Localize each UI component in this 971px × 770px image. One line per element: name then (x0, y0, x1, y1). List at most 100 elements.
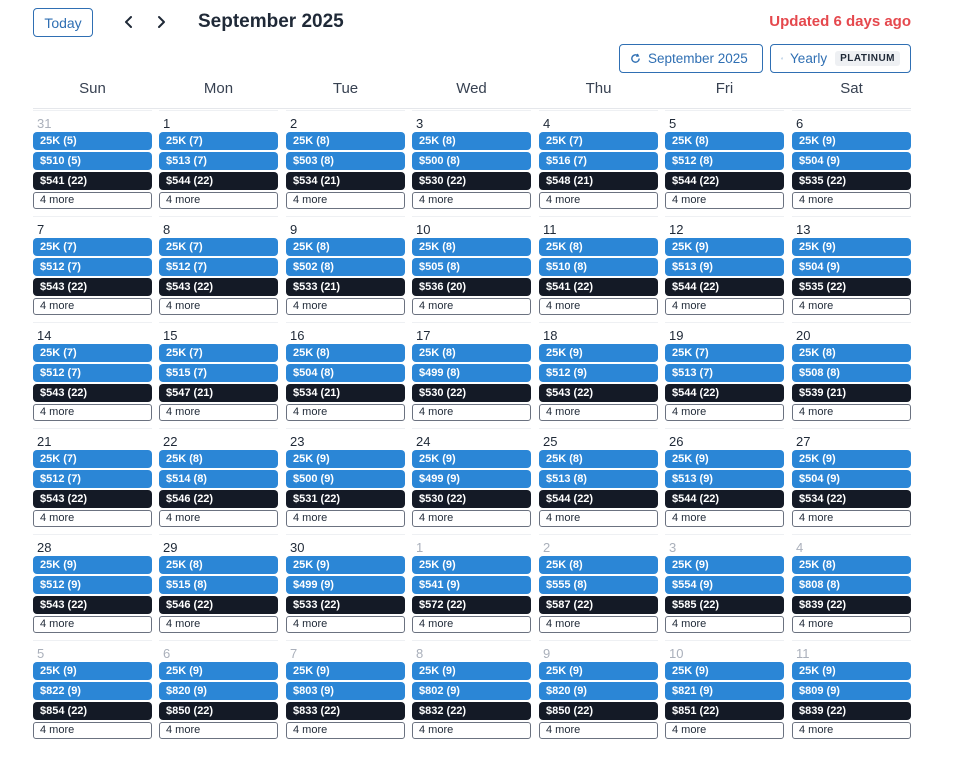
event-chip-price[interactable]: $512 (7) (33, 470, 152, 488)
event-chip-price-total[interactable]: $832 (22) (412, 702, 531, 720)
event-chip-price[interactable]: $809 (9) (792, 682, 911, 700)
more-events-button[interactable]: 4 more (792, 404, 911, 421)
event-chip-points[interactable]: 25K (9) (33, 556, 152, 574)
day-cell[interactable]: 2 25K (8) $555 (8) $587 (22) 4 more (539, 534, 658, 640)
day-cell[interactable]: 8 25K (7) $512 (7) $543 (22) 4 more (159, 216, 278, 322)
yearly-button[interactable]: Yearly PLATINUM (770, 44, 911, 73)
event-chip-price[interactable]: $512 (7) (33, 364, 152, 382)
event-chip-price-total[interactable]: $541 (22) (33, 172, 152, 190)
event-chip-price[interactable]: $504 (9) (792, 258, 911, 276)
event-chip-price[interactable]: $504 (9) (792, 470, 911, 488)
event-chip-price-total[interactable]: $587 (22) (539, 596, 658, 614)
event-chip-price[interactable]: $555 (8) (539, 576, 658, 594)
event-chip-price[interactable]: $505 (8) (412, 258, 531, 276)
more-events-button[interactable]: 4 more (539, 192, 658, 209)
event-chip-price[interactable]: $510 (8) (539, 258, 658, 276)
day-cell[interactable]: 29 25K (8) $515 (8) $546 (22) 4 more (159, 534, 278, 640)
event-chip-price-total[interactable]: $839 (22) (792, 702, 911, 720)
more-events-button[interactable]: 4 more (286, 192, 405, 209)
event-chip-price-total[interactable]: $531 (22) (286, 490, 405, 508)
event-chip-price[interactable]: $516 (7) (539, 152, 658, 170)
event-chip-price[interactable]: $500 (8) (412, 152, 531, 170)
event-chip-price-total[interactable]: $544 (22) (665, 490, 784, 508)
event-chip-price[interactable]: $504 (9) (792, 152, 911, 170)
event-chip-price-total[interactable]: $544 (22) (159, 172, 278, 190)
event-chip-price-total[interactable]: $546 (22) (159, 596, 278, 614)
day-cell[interactable]: 23 25K (9) $500 (9) $531 (22) 4 more (286, 428, 405, 534)
more-events-button[interactable]: 4 more (159, 722, 278, 739)
event-chip-points[interactable]: 25K (7) (665, 344, 784, 362)
more-events-button[interactable]: 4 more (159, 298, 278, 315)
event-chip-price[interactable]: $513 (9) (665, 258, 784, 276)
event-chip-points[interactable]: 25K (8) (286, 132, 405, 150)
day-cell[interactable]: 13 25K (9) $504 (9) $535 (22) 4 more (792, 216, 911, 322)
event-chip-price-total[interactable]: $541 (22) (539, 278, 658, 296)
next-month-button[interactable] (150, 10, 172, 34)
more-events-button[interactable]: 4 more (665, 192, 784, 209)
event-chip-points[interactable]: 25K (8) (412, 238, 531, 256)
event-chip-price[interactable]: $808 (8) (792, 576, 911, 594)
day-cell[interactable]: 20 25K (8) $508 (8) $539 (21) 4 more (792, 322, 911, 428)
event-chip-price-total[interactable]: $572 (22) (412, 596, 531, 614)
day-cell[interactable]: 3 25K (8) $500 (8) $530 (22) 4 more (412, 110, 531, 216)
day-cell[interactable]: 22 25K (8) $514 (8) $546 (22) 4 more (159, 428, 278, 534)
day-cell[interactable]: 10 25K (9) $821 (9) $851 (22) 4 more (665, 640, 784, 746)
more-events-button[interactable]: 4 more (792, 192, 911, 209)
day-cell[interactable]: 18 25K (9) $512 (9) $543 (22) 4 more (539, 322, 658, 428)
day-cell[interactable]: 8 25K (9) $802 (9) $832 (22) 4 more (412, 640, 531, 746)
day-cell[interactable]: 26 25K (9) $513 (9) $544 (22) 4 more (665, 428, 784, 534)
event-chip-price[interactable]: $512 (9) (33, 576, 152, 594)
event-chip-price-total[interactable]: $544 (22) (665, 172, 784, 190)
event-chip-price[interactable]: $499 (8) (412, 364, 531, 382)
day-cell[interactable]: 2 25K (8) $503 (8) $534 (21) 4 more (286, 110, 405, 216)
day-cell[interactable]: 24 25K (9) $499 (9) $530 (22) 4 more (412, 428, 531, 534)
event-chip-price[interactable]: $504 (8) (286, 364, 405, 382)
more-events-button[interactable]: 4 more (286, 616, 405, 633)
event-chip-points[interactable]: 25K (9) (412, 556, 531, 574)
more-events-button[interactable]: 4 more (286, 404, 405, 421)
more-events-button[interactable]: 4 more (286, 722, 405, 739)
event-chip-price[interactable]: $512 (7) (33, 258, 152, 276)
event-chip-price[interactable]: $512 (8) (665, 152, 784, 170)
day-cell[interactable]: 9 25K (8) $502 (8) $533 (21) 4 more (286, 216, 405, 322)
event-chip-points[interactable]: 25K (7) (33, 344, 152, 362)
day-cell[interactable]: 30 25K (9) $499 (9) $533 (22) 4 more (286, 534, 405, 640)
event-chip-points[interactable]: 25K (9) (665, 238, 784, 256)
event-chip-points[interactable]: 25K (8) (412, 344, 531, 362)
event-chip-points[interactable]: 25K (9) (286, 662, 405, 680)
more-events-button[interactable]: 4 more (665, 722, 784, 739)
event-chip-price-total[interactable]: $854 (22) (33, 702, 152, 720)
event-chip-points[interactable]: 25K (8) (286, 344, 405, 362)
prev-month-button[interactable] (118, 10, 140, 34)
more-events-button[interactable]: 4 more (412, 192, 531, 209)
event-chip-price[interactable]: $541 (9) (412, 576, 531, 594)
event-chip-points[interactable]: 25K (7) (33, 450, 152, 468)
more-events-button[interactable]: 4 more (665, 616, 784, 633)
event-chip-points[interactable]: 25K (8) (286, 238, 405, 256)
event-chip-price-total[interactable]: $530 (22) (412, 490, 531, 508)
day-cell[interactable]: 16 25K (8) $504 (8) $534 (21) 4 more (286, 322, 405, 428)
more-events-button[interactable]: 4 more (33, 510, 152, 527)
more-events-button[interactable]: 4 more (539, 404, 658, 421)
event-chip-points[interactable]: 25K (9) (792, 132, 911, 150)
event-chip-points[interactable]: 25K (8) (792, 556, 911, 574)
more-events-button[interactable]: 4 more (539, 616, 658, 633)
event-chip-points[interactable]: 25K (9) (665, 662, 784, 680)
event-chip-points[interactable]: 25K (7) (33, 238, 152, 256)
event-chip-price-total[interactable]: $530 (22) (412, 172, 531, 190)
event-chip-price[interactable]: $500 (9) (286, 470, 405, 488)
event-chip-points[interactable]: 25K (8) (539, 238, 658, 256)
event-chip-price-total[interactable]: $850 (22) (159, 702, 278, 720)
event-chip-points[interactable]: 25K (9) (286, 450, 405, 468)
more-events-button[interactable]: 4 more (412, 510, 531, 527)
more-events-button[interactable]: 4 more (286, 298, 405, 315)
more-events-button[interactable]: 4 more (286, 510, 405, 527)
event-chip-points[interactable]: 25K (9) (792, 450, 911, 468)
more-events-button[interactable]: 4 more (159, 192, 278, 209)
day-cell[interactable]: 1 25K (9) $541 (9) $572 (22) 4 more (412, 534, 531, 640)
month-filter-button[interactable]: September 2025 (619, 44, 763, 73)
day-cell[interactable]: 10 25K (8) $505 (8) $536 (20) 4 more (412, 216, 531, 322)
event-chip-price-total[interactable]: $546 (22) (159, 490, 278, 508)
event-chip-price[interactable]: $554 (9) (665, 576, 784, 594)
day-cell[interactable]: 28 25K (9) $512 (9) $543 (22) 4 more (33, 534, 152, 640)
